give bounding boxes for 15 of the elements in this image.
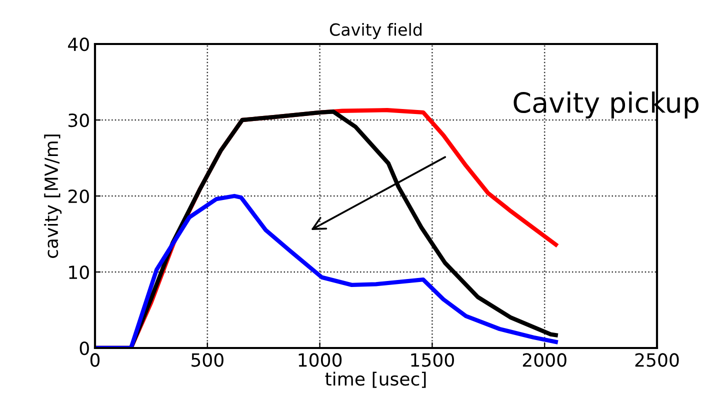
x-axis-title: time [usec] [325,372,426,388]
y-tick-label: 20 [68,189,89,204]
y-tick-label: 40 [68,37,89,52]
x-tick-label: 0 [90,353,100,367]
x-tick-label: 1000 [298,353,342,367]
y-tick-label: 0 [80,341,89,356]
x-tick-label: 1500 [411,353,454,367]
x-tick-label: 500 [192,353,224,367]
x-tick-label: 2500 [635,353,679,367]
y-axis-title: cavity [MV/m] [44,134,62,258]
chart-title: Cavity field [330,23,422,40]
y-tick-label: 10 [69,265,89,280]
x-tick-label: 2000 [522,353,566,367]
y-tick-label: 30 [68,113,89,128]
line-series [95,194,558,348]
